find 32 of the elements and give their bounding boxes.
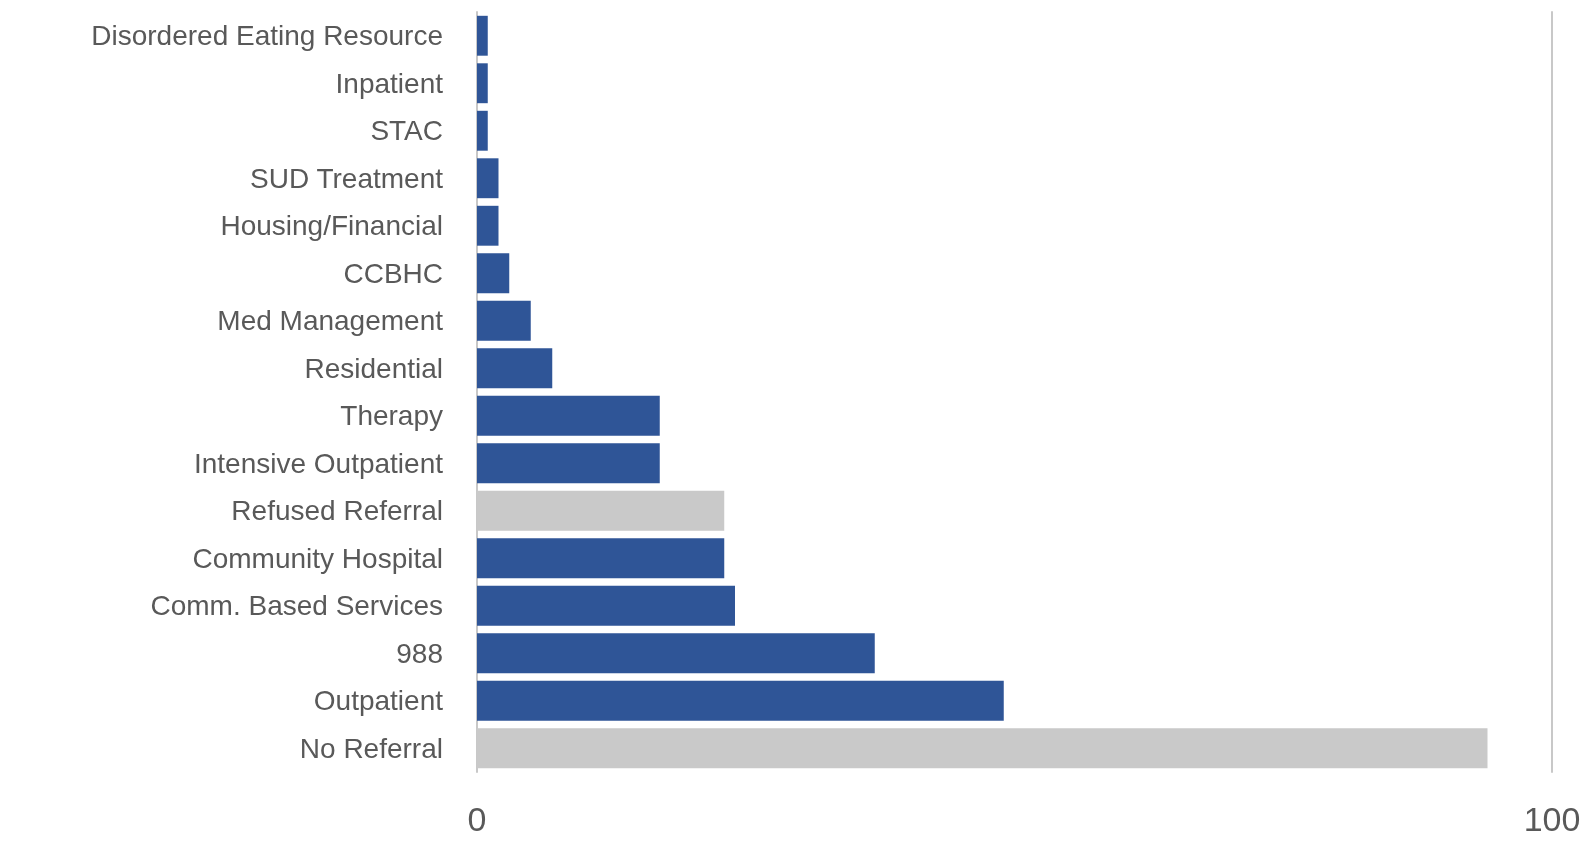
bar <box>477 158 499 199</box>
y-tick-label: Inpatient <box>335 67 444 99</box>
y-tick-label: Intensive Outpatient <box>193 447 444 479</box>
bar <box>477 63 488 104</box>
y-tick-label: Med Management <box>217 305 444 337</box>
bar <box>477 538 725 579</box>
y-tick-label: STAC <box>370 115 443 147</box>
y-tick-label: Outpatient <box>313 685 444 717</box>
y-tick-label: 988 <box>396 637 443 669</box>
bar <box>477 395 660 436</box>
bar <box>477 348 553 389</box>
bar <box>477 633 875 674</box>
bar <box>477 585 735 626</box>
bar <box>477 253 510 294</box>
y-tick-label: Refused Referral <box>231 495 443 527</box>
bar <box>477 680 1004 721</box>
y-tick-label: No Referral <box>299 732 443 764</box>
bar <box>477 110 488 151</box>
bar <box>477 300 531 341</box>
y-tick-label: Disordered Eating Resource <box>91 20 443 52</box>
y-tick-label: Comm. Based Services <box>150 590 443 622</box>
y-tick-label: SUD Treatment <box>250 162 444 194</box>
bar <box>477 15 488 56</box>
bar <box>477 205 499 246</box>
y-tick-label: Therapy <box>340 400 443 432</box>
y-tick-label: CCBHC <box>343 257 443 289</box>
y-tick-label: Residential <box>304 352 443 384</box>
y-tick-label: Community Hospital <box>192 542 443 574</box>
x-tick-label: 0 <box>467 800 487 838</box>
bar <box>477 443 660 484</box>
y-tick-label: Housing/Financial <box>220 210 443 242</box>
x-tick-label: 100 <box>1523 800 1581 838</box>
